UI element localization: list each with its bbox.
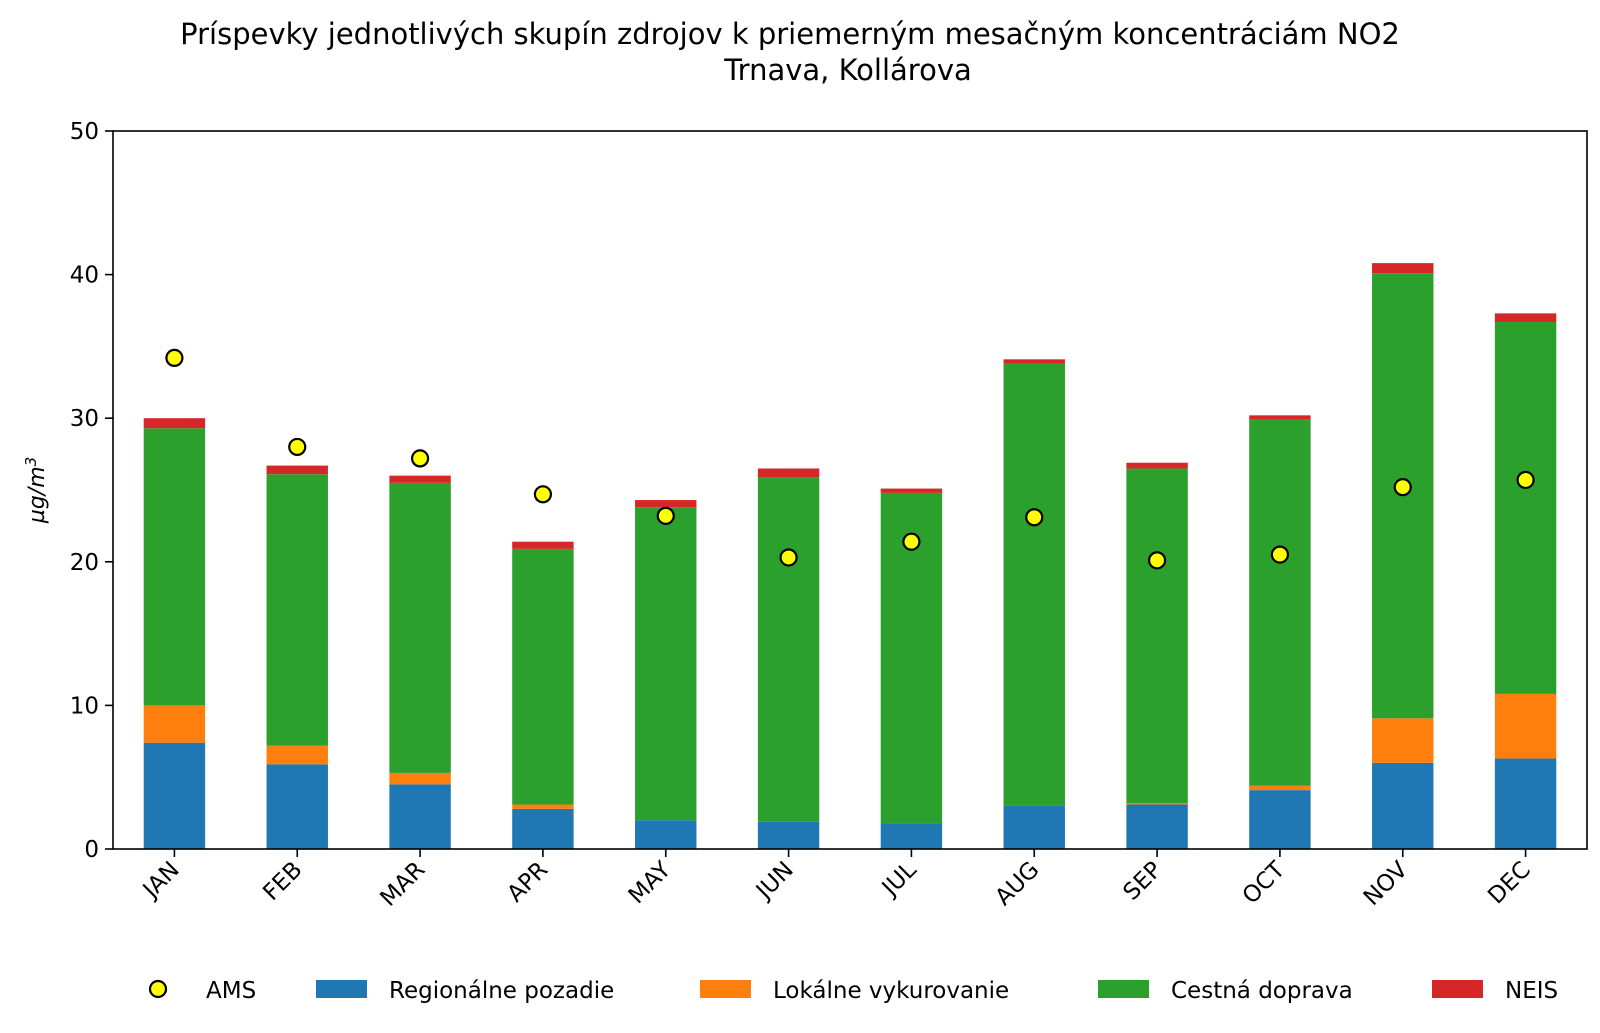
bar-segment [1494,313,1557,322]
bar-segment [389,475,451,483]
ams-point [1393,478,1412,497]
legend-swatch [1098,980,1149,998]
ams-point [410,449,430,468]
bar-segment [1372,762,1434,849]
bar-segment [880,823,943,849]
bar-segment [635,820,697,849]
ams-point [902,532,921,551]
bar-segment [389,482,451,773]
bar-segment [1494,758,1557,849]
bar-segment [1126,803,1188,805]
x-tick-label: JAN [137,857,185,905]
bar-segment [1249,415,1311,420]
chart-subtitle: Trnava, Kollárova [723,53,972,87]
legend-label: NEIS [1505,978,1558,1004]
bar-segment [266,465,328,475]
bar-segment [512,541,574,549]
bar-segment [757,821,820,849]
y-axis-label-main: µg/m [25,466,50,524]
y-tick-label: 50 [70,119,99,145]
x-tick-label: SEP [1119,857,1168,906]
bar-segment [266,745,328,765]
bar-segment [143,742,206,849]
y-tick-label: 20 [70,550,99,576]
ams-point [1025,508,1044,527]
bar-segment [143,428,206,706]
bar-segment [1126,468,1188,804]
y-tick-label: 10 [70,693,99,719]
bar-segment [1003,363,1065,806]
bar-segment [1494,693,1557,759]
x-tick-label: AUG [990,857,1044,911]
legend-swatch [316,980,367,998]
x-axis-ticks: JAN FEB MAR APR MAY JUN JUL AUG SEP OCT NOV DEC [137,849,1536,912]
x-tick-label: FEB [258,857,307,906]
x-tick-label: MAR [375,857,430,912]
y-axis-label-superscript: 3 [22,457,40,467]
ams-point [1516,470,1535,490]
y-tick-label: 0 [84,837,99,863]
legend-label: Regionálne pozadie [389,978,614,1004]
ams-point [1270,545,1290,564]
legend-swatch [700,980,751,998]
legend-label: Cestná doprava [1171,978,1353,1004]
legend: AMS Regionálne pozadie Lokálne vykurovanie… [148,978,1558,1004]
bar-segment [1003,359,1065,364]
x-tick-label: NOV [1359,857,1413,911]
ams-point [288,437,307,457]
ams-point-layer [165,348,1535,570]
x-tick-label: JUL [876,857,922,903]
bar-segment [757,477,820,822]
bar-segment [635,500,697,508]
x-tick-label: DEC [1483,857,1536,910]
legend-label: Lokálne vykurovanie [773,978,1009,1004]
bar-segment [1494,321,1557,694]
bar-segment [512,548,574,805]
x-tick-label: MAY [624,856,677,909]
bar-segment [1126,462,1188,469]
bar-segment [757,468,820,478]
bar-segment [635,507,697,821]
bar-segment [1003,805,1065,849]
x-tick-label: JUN [750,857,799,906]
bar-segment [1372,718,1434,763]
y-axis-label: µg/m3 [22,457,50,524]
legend-label: AMS [206,978,256,1004]
bar-segment [1126,804,1188,849]
y-tick-label: 40 [70,263,99,289]
legend-marker-ams [148,979,168,999]
bar-segment [389,784,451,849]
bar-layer [143,263,1557,849]
bar-segment [1249,790,1311,849]
bar-segment [266,474,328,746]
bar-segment [880,488,943,493]
plot-frame [112,130,1588,850]
bar-segment [143,705,206,743]
legend-swatch [1432,980,1483,998]
bar-segment [512,804,574,809]
bar-segment [389,772,451,785]
bar-segment [266,764,328,849]
x-tick-label: APR [503,857,554,908]
ams-point [1147,551,1167,570]
ams-point [165,348,184,367]
ams-point [656,506,675,525]
bar-segment [1249,419,1311,786]
x-tick-label: OCT [1238,856,1291,909]
y-axis-ticks: 0 10 20 30 40 50 [70,119,113,863]
ams-point [779,548,798,567]
y-tick-label: 30 [70,406,99,432]
ams-point [533,485,553,504]
chart-title: Príspevky jednotlivých skupín zdrojov k … [180,17,1400,51]
bar-segment [143,418,206,429]
bar-segment [1372,263,1434,274]
bar-segment [512,808,574,849]
bar-segment [1249,785,1311,791]
